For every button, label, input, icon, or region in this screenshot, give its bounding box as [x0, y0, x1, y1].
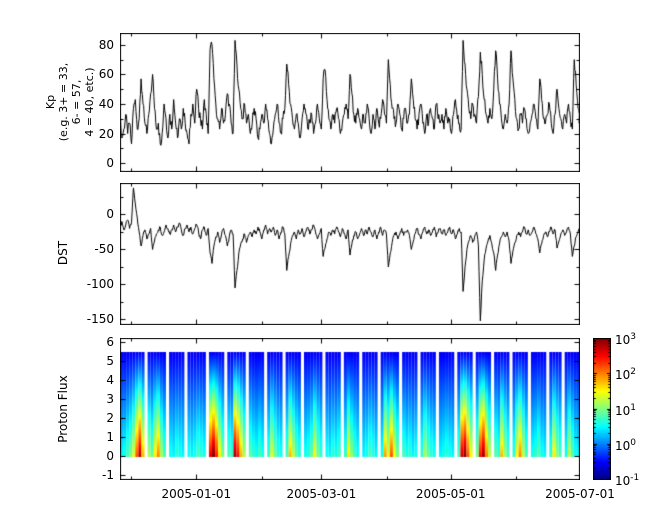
colorbar-tick-label: 100 — [615, 437, 637, 453]
kp-line-chart — [120, 33, 580, 172]
dst-ytick-label: -100 — [86, 277, 114, 292]
x-tick-label: 2005-01-01 — [161, 487, 232, 501]
kp-ytick-label: 60 — [98, 67, 114, 82]
proton_flux-ytick-label: 0 — [106, 449, 114, 464]
x-tick-label: 2005-05-01 — [415, 487, 486, 501]
kp-axis-label-line: Kp — [44, 94, 57, 110]
proton_flux-ytick-label: 4 — [106, 372, 114, 387]
dst-ytick-label: 0 — [106, 207, 114, 222]
dst-line-chart — [120, 183, 580, 325]
proton_flux-ytick-label: 1 — [106, 430, 114, 445]
proton-flux-heatmap — [120, 338, 580, 480]
x-tick-label: 2005-07-01 — [545, 487, 615, 501]
colorbar-tick-label: 101 — [615, 402, 637, 418]
kp-ytick-label: 20 — [98, 126, 114, 141]
dst-ytick-label: -150 — [86, 312, 114, 327]
x-tick-label: 2005-03-01 — [286, 487, 357, 501]
proton_flux-ytick-label: 5 — [106, 353, 114, 368]
kp-ytick-label: 80 — [98, 37, 114, 52]
colorbar — [593, 338, 611, 480]
proton-flux-axis-label: Proton Flux — [56, 375, 70, 443]
dst-ytick-label: -50 — [94, 242, 114, 257]
kp-ytick-label: 40 — [98, 96, 114, 111]
colorbar-tick-label: 10-1 — [615, 473, 640, 488]
kp-axis-label-line: (e.g. 3+ = 33, — [57, 62, 70, 142]
kp-ytick-label: 0 — [106, 156, 114, 171]
proton_flux-ytick-label: 6 — [106, 334, 114, 349]
colorbar-tick-label: 102 — [615, 367, 637, 383]
proton_flux-ytick-label: 3 — [106, 391, 114, 406]
proton_flux-ytick-label: -1 — [102, 468, 114, 483]
dst-axis-label: DST — [56, 240, 70, 266]
colorbar-tick-label: 103 — [615, 332, 637, 347]
proton_flux-ytick-label: 2 — [106, 411, 114, 426]
